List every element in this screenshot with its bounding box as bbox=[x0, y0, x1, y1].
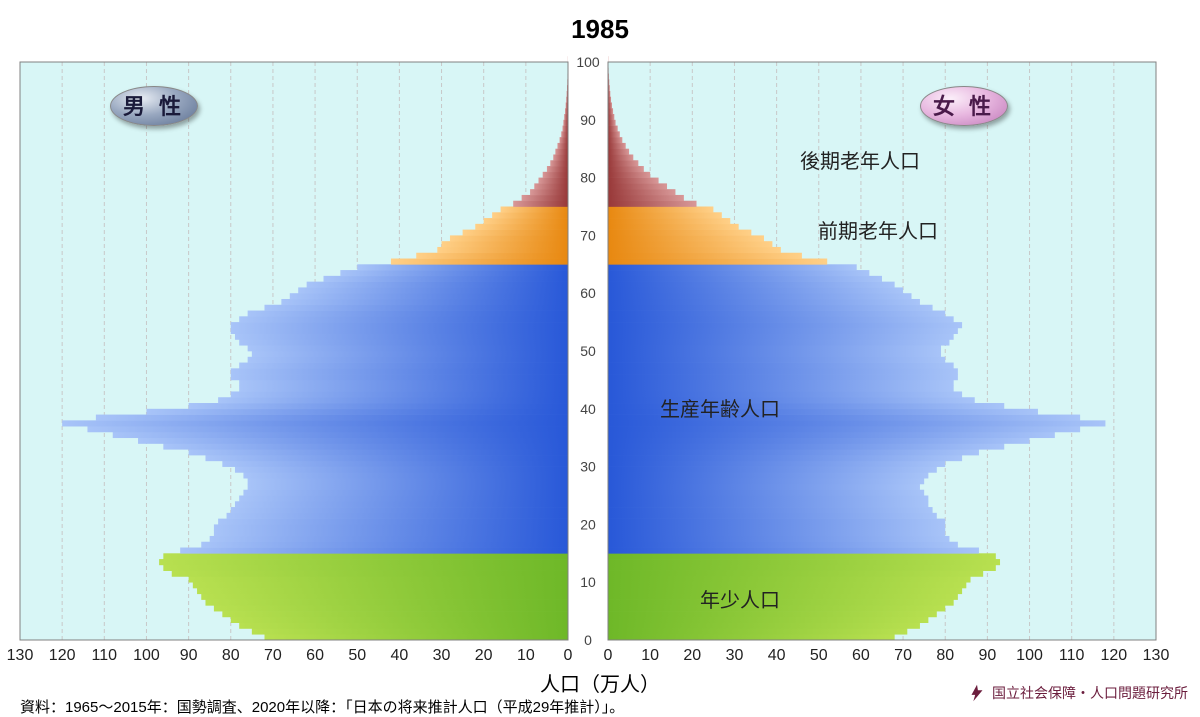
attribution-text: 国立社会保障・人口問題研究所 bbox=[992, 683, 1188, 703]
male-badge: 男 性 bbox=[110, 86, 198, 126]
svg-text:50: 50 bbox=[580, 343, 596, 359]
svg-text:100: 100 bbox=[576, 54, 600, 70]
svg-text:100: 100 bbox=[1016, 647, 1043, 664]
svg-text:110: 110 bbox=[1059, 647, 1085, 664]
svg-text:40: 40 bbox=[768, 647, 786, 664]
svg-text:60: 60 bbox=[306, 647, 324, 664]
institute-logo-icon bbox=[966, 682, 988, 704]
svg-text:80: 80 bbox=[936, 647, 954, 664]
label-young: 年少人口 bbox=[700, 584, 780, 613]
svg-text:40: 40 bbox=[390, 647, 408, 664]
svg-text:100: 100 bbox=[133, 647, 160, 664]
chart-container: 1985 00101020203030404050506060707080809… bbox=[0, 0, 1200, 717]
svg-text:110: 110 bbox=[92, 647, 118, 664]
svg-text:10: 10 bbox=[641, 647, 659, 664]
svg-text:20: 20 bbox=[475, 647, 493, 664]
svg-text:20: 20 bbox=[683, 647, 701, 664]
svg-text:60: 60 bbox=[852, 647, 870, 664]
source-footnote: 資料：1965～2015年：国勢調査、2020年以降：「日本の将来推計人口（平成… bbox=[20, 696, 624, 717]
svg-text:20: 20 bbox=[580, 516, 596, 532]
svg-text:40: 40 bbox=[580, 401, 596, 417]
label-working: 生産年齢人口 bbox=[660, 393, 780, 422]
svg-text:90: 90 bbox=[180, 647, 198, 664]
svg-text:70: 70 bbox=[894, 647, 912, 664]
svg-text:10: 10 bbox=[580, 574, 596, 590]
svg-text:70: 70 bbox=[264, 647, 282, 664]
svg-text:90: 90 bbox=[580, 112, 596, 128]
chart-title: 1985 bbox=[0, 14, 1200, 45]
svg-text:10: 10 bbox=[517, 647, 535, 664]
svg-text:50: 50 bbox=[348, 647, 366, 664]
svg-text:30: 30 bbox=[433, 647, 451, 664]
svg-text:130: 130 bbox=[7, 647, 34, 664]
female-badge: 女 性 bbox=[920, 86, 1008, 126]
svg-text:30: 30 bbox=[726, 647, 744, 664]
svg-text:0: 0 bbox=[584, 632, 592, 648]
svg-text:80: 80 bbox=[222, 647, 240, 664]
svg-text:50: 50 bbox=[810, 647, 828, 664]
svg-text:0: 0 bbox=[604, 647, 613, 664]
svg-text:120: 120 bbox=[49, 647, 76, 664]
svg-text:120: 120 bbox=[1100, 647, 1127, 664]
label-late-elderly: 後期老年人口 bbox=[800, 145, 920, 174]
label-early-elderly: 前期老年人口 bbox=[818, 215, 938, 244]
svg-text:80: 80 bbox=[580, 170, 596, 186]
svg-text:0: 0 bbox=[564, 647, 573, 664]
attribution: 国立社会保障・人口問題研究所 bbox=[966, 682, 1188, 704]
svg-text:130: 130 bbox=[1143, 647, 1170, 664]
svg-text:30: 30 bbox=[580, 459, 596, 475]
svg-text:60: 60 bbox=[580, 285, 596, 301]
svg-text:70: 70 bbox=[580, 227, 596, 243]
svg-text:90: 90 bbox=[978, 647, 996, 664]
